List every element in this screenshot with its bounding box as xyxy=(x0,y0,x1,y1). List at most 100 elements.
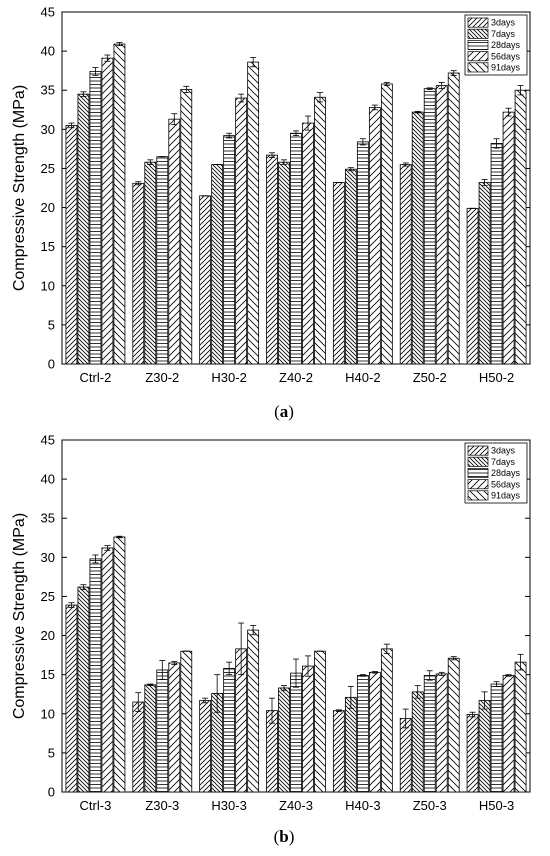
bar-H30-2-91days xyxy=(247,61,260,365)
bar-Z40-3-56days xyxy=(302,665,314,793)
legend-swatch-91days xyxy=(467,490,489,501)
error-bar-Z30-2-91days xyxy=(183,85,190,93)
bar-Z50-3-7days xyxy=(411,691,424,793)
x-tick-label: Z50-3 xyxy=(413,798,447,813)
y-tick-label: 35 xyxy=(41,511,55,526)
bar-H50-3-56days xyxy=(502,675,515,793)
bar-Z50-3-28days xyxy=(423,675,436,793)
bar-Z30-3-7days xyxy=(144,684,157,793)
error-bar-Ctrl-2-3days xyxy=(68,122,75,129)
bar-H40-3-28days xyxy=(356,675,369,793)
error-bar-Z30-2-7days xyxy=(147,159,154,165)
error-bar-Z30-2-56days xyxy=(171,113,178,126)
bar-Z30-2-7days xyxy=(144,161,157,365)
bar-Z30-3-91days xyxy=(180,650,193,793)
error-bar-Ctrl-3-28days xyxy=(92,554,99,564)
x-tick-label: H50-3 xyxy=(479,798,514,813)
bar-H50-2-28days xyxy=(490,143,503,365)
bar-H40-2-91days xyxy=(380,83,393,365)
bar-Z30-2-56days xyxy=(168,118,181,365)
bar-Ctrl-3-91days xyxy=(113,536,126,793)
y-tick-label: 10 xyxy=(41,278,55,293)
error-bar-Z50-2-91days xyxy=(450,70,457,76)
bar-H40-3-3days xyxy=(332,710,345,793)
bar-Z50-2-7days xyxy=(411,111,424,365)
bar-Z40-2-28days xyxy=(290,132,302,365)
error-bar-Z50-2-28days xyxy=(426,87,433,90)
y-tick-label: 15 xyxy=(41,667,55,682)
error-bar-H40-3-28days xyxy=(359,674,366,677)
legend-swatch-7days xyxy=(467,456,489,467)
error-bar-H40-3-91days xyxy=(383,643,390,654)
error-bar-Z50-2-7days xyxy=(414,110,421,114)
bar-H50-3-3days xyxy=(466,714,479,793)
legend-swatch-3days xyxy=(467,445,489,456)
bar-Z30-2-28days xyxy=(156,156,169,365)
error-bar-H30-3-3days xyxy=(202,697,209,704)
bar-Ctrl-3-3days xyxy=(65,604,78,793)
error-bar-Z30-2-3days xyxy=(135,181,142,186)
bar-Z30-2-3days xyxy=(132,182,145,365)
legend-label-3days: 3days xyxy=(491,18,516,28)
x-tick-label: Ctrl-2 xyxy=(80,370,112,385)
bar-Z50-3-3days xyxy=(399,718,412,793)
error-bar-H30-2-91days xyxy=(250,56,257,68)
bar-Ctrl-3-56days xyxy=(101,547,114,793)
bar-H30-3-3days xyxy=(199,700,212,793)
error-bar-H40-2-56days xyxy=(371,104,378,111)
bar-Z40-3-7days xyxy=(278,687,290,793)
error-bar-Z40-3-7days xyxy=(281,685,287,691)
error-bar-H50-2-91days xyxy=(517,85,524,96)
y-tick-label: 40 xyxy=(41,44,55,59)
legend-swatch-56days xyxy=(467,51,489,62)
error-bar-Z50-3-7days xyxy=(414,685,421,699)
error-bar-Z30-3-7days xyxy=(147,683,154,687)
bar-H40-3-91days xyxy=(380,648,393,793)
error-bar-H40-2-91days xyxy=(383,82,390,86)
legend-swatch-7days xyxy=(467,28,489,39)
error-bar-Z50-3-91days xyxy=(450,656,457,661)
chart-panel-a: 0 5 10 15 20 25 30 35 40 45 Compressive Strength (… xyxy=(11,5,531,421)
error-bar-H40-2-28days xyxy=(359,138,366,146)
error-bar-Z50-3-56days xyxy=(438,671,445,676)
y-tick-label: 0 xyxy=(48,357,55,372)
error-bar-H50-3-7days xyxy=(481,691,488,710)
bar-H50-2-7days xyxy=(478,182,491,365)
error-bar-Z40-3-28days xyxy=(293,658,299,688)
x-tick-label: H30-2 xyxy=(211,370,246,385)
bar-Z50-2-28days xyxy=(423,88,436,365)
bar-H50-3-28days xyxy=(490,683,503,793)
bar-Z40-2-3days xyxy=(266,154,278,365)
error-bar-H50-3-28days xyxy=(493,681,500,687)
error-bar-Z40-2-91days xyxy=(317,92,323,103)
bar-Ctrl-2-28days xyxy=(89,71,102,365)
bar-Z30-2-91days xyxy=(180,89,193,365)
legend-label-56days: 56days xyxy=(491,51,521,61)
bar-Z50-2-91days xyxy=(447,72,460,365)
bar-Ctrl-2-3days xyxy=(65,125,78,365)
y-tick-label: 35 xyxy=(41,83,55,98)
x-tick-label: Z50-2 xyxy=(413,370,447,385)
bar-H50-2-56days xyxy=(502,111,515,365)
y-tick-label: 45 xyxy=(41,433,55,448)
bar-H40-3-56days xyxy=(368,671,381,793)
error-bar-Ctrl-3-3days xyxy=(68,602,75,608)
bar-H30-2-56days xyxy=(235,97,248,365)
bar-H40-2-7days xyxy=(344,168,357,365)
error-bar-H40-3-56days xyxy=(371,671,378,674)
bar-H50-3-91days xyxy=(514,661,527,793)
x-tick-label: H40-2 xyxy=(345,370,380,385)
bar-Ctrl-2-91days xyxy=(113,43,126,365)
error-bar-Z40-2-56days xyxy=(305,115,311,131)
x-tick-label: Z40-3 xyxy=(279,798,313,813)
legend-label-91days: 91days xyxy=(491,491,521,501)
bar-H30-2-3days xyxy=(199,195,212,365)
error-bar-H40-2-7days xyxy=(347,167,354,172)
error-bar-Ctrl-2-91days xyxy=(116,42,123,47)
error-bar-Z50-2-56days xyxy=(438,82,445,90)
error-bar-H30-3-56days xyxy=(238,622,245,676)
error-bar-Z40-2-28days xyxy=(293,130,299,136)
bar-H40-3-7days xyxy=(344,696,357,793)
